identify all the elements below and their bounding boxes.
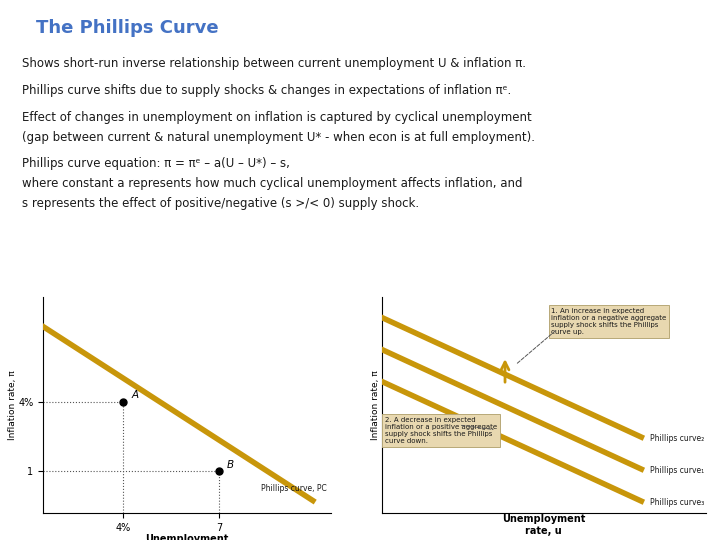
Text: s represents the effect of positive/negative (s >/< 0) supply shock.: s represents the effect of positive/nega… xyxy=(22,197,419,210)
X-axis label: Unemployment
rate, u: Unemployment rate, u xyxy=(502,515,585,536)
Text: The Phillips Curve: The Phillips Curve xyxy=(36,19,219,37)
Y-axis label: Inflation rate, π: Inflation rate, π xyxy=(372,370,380,440)
Text: where constant a represents how much cyclical unemployment affects inflation, an: where constant a represents how much cyc… xyxy=(22,177,522,190)
Text: Phillips curve equation: π = πᵉ – a(U – U*) – s,: Phillips curve equation: π = πᵉ – a(U – … xyxy=(22,157,289,170)
X-axis label: Unemployment
rate, u: Unemployment rate, u xyxy=(145,534,229,540)
Text: Phillips curve shifts due to supply shocks & changes in expectations of inflatio: Phillips curve shifts due to supply shoc… xyxy=(22,84,511,97)
Text: Shows short-run inverse relationship between current unemployment U & inflation : Shows short-run inverse relationship bet… xyxy=(22,57,526,70)
Text: B: B xyxy=(228,460,234,470)
Text: Phillips curve₃: Phillips curve₃ xyxy=(650,498,704,507)
Text: A: A xyxy=(131,390,138,400)
Text: Phillips curve₂: Phillips curve₂ xyxy=(650,434,704,443)
Text: Effect of changes in unemployment on inflation is captured by cyclical unemploym: Effect of changes in unemployment on inf… xyxy=(22,111,531,124)
Text: 2. A decrease in expected
inflation or a positive aggregate
supply shock shifts : 2. A decrease in expected inflation or a… xyxy=(384,417,497,444)
Text: Phillips curve, PC: Phillips curve, PC xyxy=(261,484,327,493)
Y-axis label: Inflation rate, π: Inflation rate, π xyxy=(8,370,17,440)
Text: Phillips curve₁: Phillips curve₁ xyxy=(650,466,704,475)
Text: 1. An increase in expected
inflation or a negative aggregate
supply shock shifts: 1. An increase in expected inflation or … xyxy=(552,308,667,335)
Text: (gap between current & natural unemployment U* - when econ is at full employment: (gap between current & natural unemploym… xyxy=(22,131,534,144)
